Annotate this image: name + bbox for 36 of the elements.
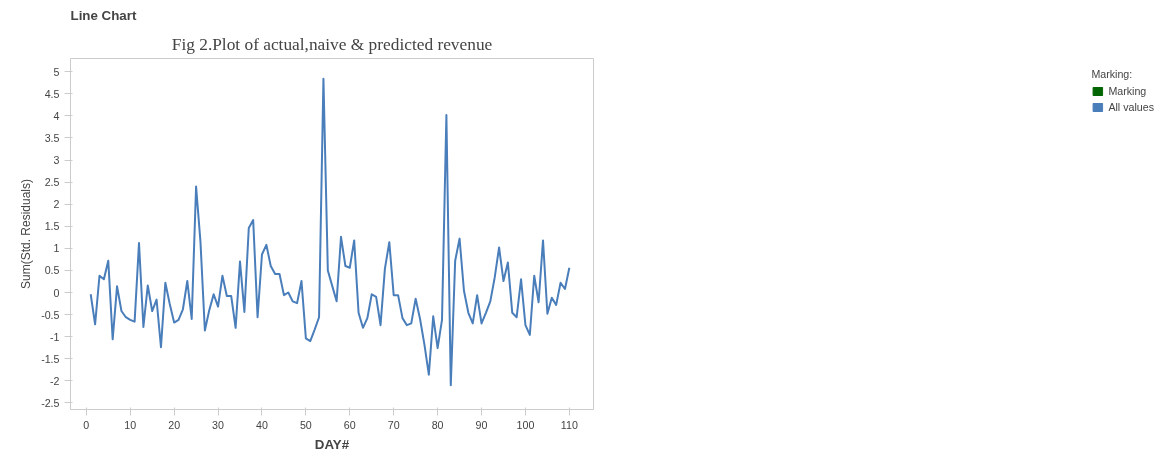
x-tick-label: 10 bbox=[124, 418, 137, 431]
caption: Fig 2.Plot of actual,naive & predicted revenue bbox=[171, 34, 493, 54]
x-tick-label: 50 bbox=[299, 418, 312, 431]
y-tick-label: -0.5 bbox=[41, 308, 60, 321]
y-tick-label: -1 bbox=[50, 330, 60, 343]
x-tick-label: 40 bbox=[256, 418, 268, 431]
x-tick-label: 60 bbox=[343, 418, 356, 431]
legend-title: Marking: bbox=[1091, 68, 1134, 80]
x-tick-label: 70 bbox=[387, 418, 400, 431]
y-tick-label: 1.5 bbox=[44, 220, 60, 233]
y-tick-label: 0.5 bbox=[44, 264, 60, 277]
y-tick-label: 5 bbox=[53, 65, 60, 78]
y-tick-label: 2 bbox=[53, 198, 60, 211]
y-tick-label: -2.5 bbox=[41, 396, 60, 409]
x-tick-label: 90 bbox=[475, 418, 488, 431]
y-tick-label: 4 bbox=[53, 109, 60, 122]
x-tick-label: 30 bbox=[212, 418, 225, 431]
chart-title: Line Chart bbox=[70, 7, 137, 23]
y-tick-label: 3 bbox=[53, 154, 60, 167]
legend-label: All values bbox=[1108, 101, 1154, 113]
y-tick-label: 2.5 bbox=[44, 176, 60, 189]
legend-label: Marking bbox=[1108, 85, 1147, 97]
y-tick-label: 3.5 bbox=[44, 131, 60, 144]
line-series bbox=[89, 77, 571, 387]
x-axis-title: DAY# bbox=[314, 436, 350, 452]
y-tick-label: 0 bbox=[53, 286, 60, 299]
x-tick-label: 0 bbox=[83, 418, 90, 431]
y-tick-label: 4.5 bbox=[44, 87, 60, 100]
x-tick-label: 110 bbox=[560, 418, 578, 431]
y-tick-label: -2 bbox=[50, 374, 60, 387]
y-axis-title: Sum(Std. Residuals) bbox=[19, 178, 34, 290]
x-tick-label: 80 bbox=[431, 418, 444, 431]
y-tick-label: 1 bbox=[53, 242, 60, 255]
x-tick-label: 100 bbox=[516, 418, 535, 431]
y-tick-label: -1.5 bbox=[41, 352, 60, 365]
x-tick-label: 20 bbox=[168, 418, 181, 431]
